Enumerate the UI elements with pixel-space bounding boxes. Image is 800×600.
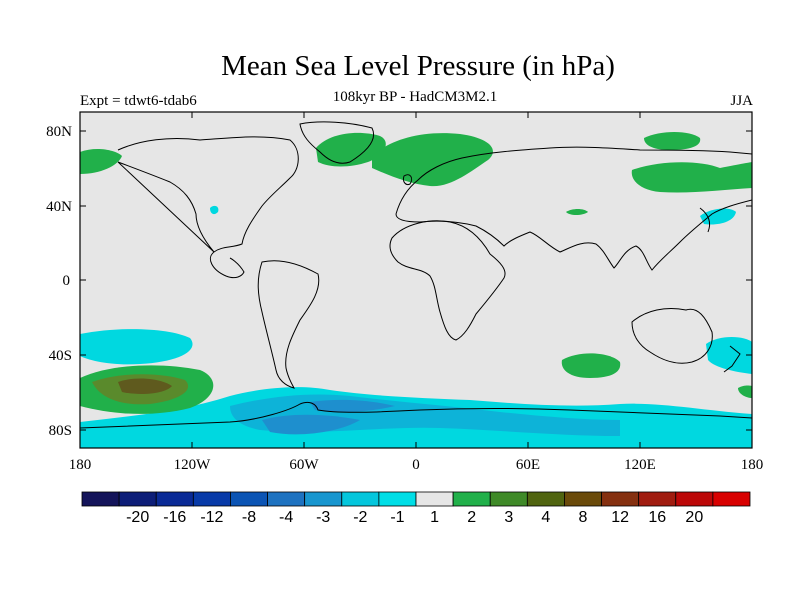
colorbar-label: 3 bbox=[504, 509, 513, 526]
colorbar-swatch bbox=[526, 491, 565, 507]
colorbar-label: -2 bbox=[353, 509, 367, 526]
latitude-axis bbox=[80, 130, 752, 431]
colorbar-swatch bbox=[230, 491, 268, 507]
south-america-coast bbox=[257, 260, 320, 389]
pressure-anomaly-fields bbox=[80, 132, 752, 448]
season-label: JJA bbox=[730, 93, 753, 109]
colorbar-label: -12 bbox=[200, 509, 223, 526]
central-asia-green-spot bbox=[566, 209, 588, 215]
colorbar-swatch bbox=[675, 491, 714, 507]
lon-label-0: 0 bbox=[412, 457, 420, 473]
colorbar-label: 1 bbox=[430, 509, 439, 526]
colorbar-swatch bbox=[712, 491, 751, 507]
north-atlantic-positive-anomaly bbox=[316, 132, 386, 167]
colorbar-swatch bbox=[452, 491, 491, 507]
colorbar-label: -3 bbox=[316, 509, 330, 526]
colorbar-swatch bbox=[155, 491, 194, 507]
colorbar: -20 -16 -12 -8 -4 -3 -2 -1 1 2 3 4 8 12 16 20 bbox=[81, 491, 751, 526]
colorbar-swatch bbox=[341, 491, 380, 507]
lat-label-eq: 0 bbox=[63, 273, 71, 289]
colorbar-swatch bbox=[638, 491, 677, 507]
east-asia-positive-anomaly bbox=[631, 162, 752, 193]
map-subtitle: 108kyr BP - HadCM3M2.1 bbox=[332, 89, 498, 105]
colorbar-swatch bbox=[192, 491, 231, 507]
lon-label-180e: 180 bbox=[741, 457, 764, 473]
scandinavia-positive-anomaly bbox=[372, 133, 493, 187]
colorbar-swatch bbox=[601, 491, 640, 507]
colorbar-label: 20 bbox=[685, 509, 703, 526]
lon-label-60w: 60W bbox=[289, 457, 319, 473]
colorbar-label: 16 bbox=[648, 509, 666, 526]
colorbar-swatch bbox=[564, 491, 602, 507]
colorbar-swatch bbox=[489, 491, 528, 507]
africa-coast bbox=[389, 220, 506, 341]
north-america-coast bbox=[117, 136, 299, 279]
colorbar-label: -20 bbox=[126, 509, 149, 526]
uk-coast bbox=[403, 174, 413, 185]
colorbar-swatch bbox=[415, 491, 454, 507]
coastlines bbox=[80, 121, 752, 429]
map-title: Mean Sea Level Pressure (in hPa) bbox=[221, 50, 615, 82]
colorbar-swatch bbox=[304, 491, 343, 507]
experiment-label: Expt = tdwt6-tdab6 bbox=[80, 93, 197, 109]
lat-label-80n: 80N bbox=[46, 124, 72, 140]
eurasia-coast bbox=[395, 146, 752, 271]
japan-coast bbox=[699, 207, 711, 233]
colorbar-label: -8 bbox=[242, 509, 256, 526]
colorbar-swatch bbox=[81, 491, 120, 507]
australia-coast bbox=[631, 308, 713, 364]
southern-ocean-blue-core bbox=[262, 414, 360, 435]
new-zealand-cyan-patch bbox=[706, 337, 752, 374]
lon-label-120e: 120E bbox=[624, 457, 656, 473]
lon-label-180w: 180 bbox=[69, 457, 92, 473]
southern-ocean-blue-core-2 bbox=[310, 399, 395, 413]
greenland-coast bbox=[299, 121, 374, 164]
new-zealand-coast bbox=[723, 345, 741, 373]
south-pacific-cyan-patch bbox=[80, 329, 193, 365]
colorbar-label: 2 bbox=[467, 509, 476, 526]
antarctica-coast bbox=[80, 401, 752, 429]
longitude-axis bbox=[79, 112, 753, 448]
colorbar-label: -1 bbox=[390, 509, 404, 526]
southeast-green-patch bbox=[738, 385, 752, 398]
colorbar-label: 4 bbox=[541, 509, 550, 526]
lat-label-40s: 40S bbox=[49, 348, 72, 364]
lon-label-120w: 120W bbox=[174, 457, 212, 473]
colorbar-label: 8 bbox=[579, 509, 588, 526]
colorbar-swatch bbox=[118, 491, 157, 507]
lon-label-60e: 60E bbox=[516, 457, 540, 473]
indian-ocean-positive-anomaly bbox=[561, 353, 621, 378]
colorbar-label: -4 bbox=[279, 509, 293, 526]
lat-label-40n: 40N bbox=[46, 199, 72, 215]
east-siberia-positive-anomaly bbox=[644, 132, 701, 150]
north-pacific-cyan-spot bbox=[210, 205, 219, 215]
colorbar-swatch bbox=[267, 491, 306, 507]
colorbar-label: 12 bbox=[611, 509, 629, 526]
south-pacific-brown-core bbox=[118, 378, 172, 394]
lat-label-80s: 80S bbox=[49, 423, 72, 439]
north-pacific-positive-anomaly bbox=[80, 149, 122, 174]
colorbar-swatch bbox=[378, 491, 417, 507]
colorbar-label: -16 bbox=[163, 509, 186, 526]
